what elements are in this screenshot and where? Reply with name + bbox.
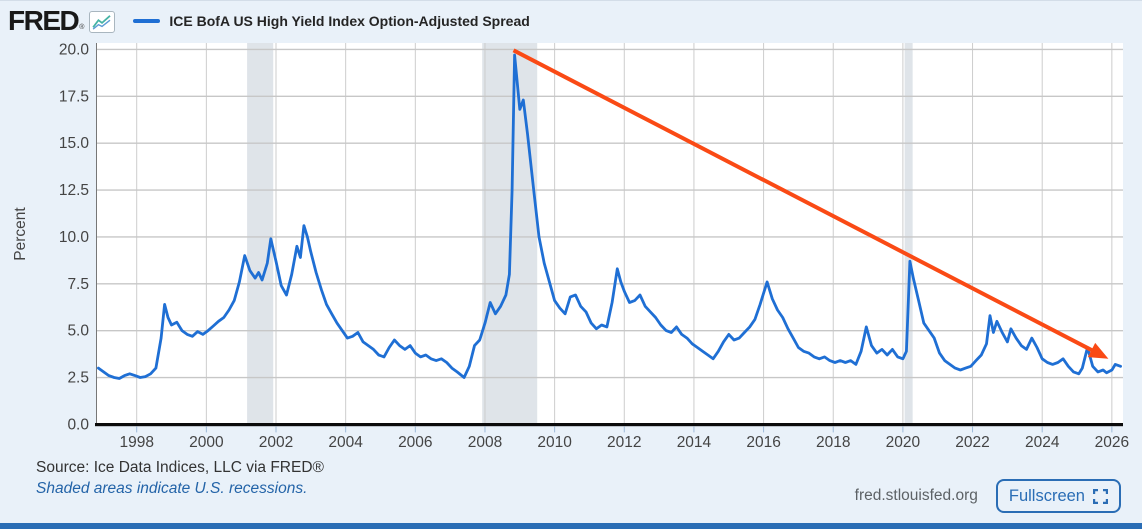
- chart-header: FRED ® ICE BofA US High Yield Index Opti…: [8, 6, 530, 36]
- y-axis-tick-label: 20.0: [59, 41, 90, 58]
- trend-arrow-line: [512, 48, 1101, 356]
- chart-footnotes: Source: Ice Data Indices, LLC via FRED® …: [36, 457, 324, 499]
- y-axis-tick-label: 12.5: [59, 182, 89, 199]
- source-text: Source: Ice Data Indices, LLC via FRED®: [36, 459, 324, 476]
- x-axis-tick-label: 2004: [328, 434, 363, 451]
- footer-actions: fred.stlouisfed.org Fullscreen: [855, 478, 1121, 514]
- registered-mark: ®: [79, 24, 85, 31]
- x-axis-tick-label: 2008: [468, 434, 502, 451]
- series-line: [97, 53, 1122, 380]
- x-axis-tick-label: 2002: [259, 434, 293, 451]
- x-axis-tick-label: 2000: [189, 434, 224, 451]
- chart-legend: ICE BofA US High Yield Index Option-Adju…: [133, 13, 530, 29]
- fullscreen-label: Fullscreen: [1008, 486, 1085, 505]
- x-axis-tick-label: 2020: [886, 434, 921, 451]
- y-axis-tick-label: 2.5: [67, 370, 89, 387]
- recession-band: [904, 43, 913, 426]
- y-axis-tick-label: 10.0: [59, 229, 90, 246]
- x-axis-tick-label: 2014: [677, 434, 712, 451]
- recession-band: [247, 43, 274, 426]
- y-axis-tick-label: 7.5: [67, 276, 89, 293]
- x-axis-tick-label: 2022: [955, 434, 989, 451]
- fred-sparkline-icon: [89, 11, 116, 33]
- trend-arrow-head: [1087, 342, 1109, 359]
- site-url: fred.stlouisfed.org: [854, 487, 978, 504]
- y-axis-tick-label: 5.0: [67, 323, 89, 340]
- y-axis-tick-label: 0.0: [67, 416, 89, 433]
- fred-logo[interactable]: FRED ®: [8, 5, 116, 36]
- fullscreen-button[interactable]: Fullscreen: [995, 479, 1121, 513]
- x-axis-tick-label: 2016: [746, 434, 780, 451]
- x-axis-tick-label: 2024: [1025, 434, 1060, 451]
- y-axis-title: Percent: [12, 207, 29, 261]
- x-axis-tick-label: 1998: [119, 434, 153, 451]
- legend-line-swatch: [133, 19, 161, 23]
- x-axis-tick-label: 2018: [816, 434, 850, 451]
- recession-note: Shaded areas indicate U.S. recessions.: [36, 480, 308, 497]
- bottom-accent-bar: [0, 523, 1142, 529]
- series-title: ICE BofA US High Yield Index Option-Adju…: [169, 13, 530, 29]
- fred-logo-text: FRED: [8, 5, 80, 36]
- fullscreen-icon: [1093, 488, 1108, 504]
- x-axis-tick-label: 2026: [1095, 434, 1129, 451]
- chart-canvas[interactable]: 1998 2000 2002 2004 2006 2008 2010 2012 2014 2016…: [0, 1, 1142, 456]
- x-axis-tick-label: 2006: [398, 434, 432, 451]
- x-axis-tick-label: 2012: [607, 434, 641, 451]
- y-axis-tick-label: 17.5: [59, 88, 89, 105]
- x-axis-tick-label: 2010: [537, 434, 572, 451]
- y-axis-tick-label: 15.0: [59, 135, 90, 152]
